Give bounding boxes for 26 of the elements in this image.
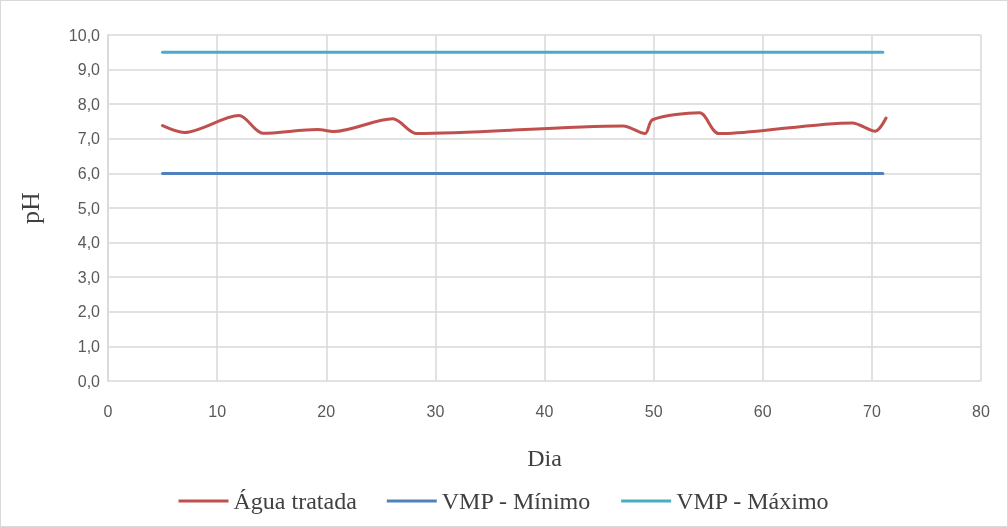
y-tick-label: 6,0 <box>77 164 101 182</box>
x-tick-label: 20 <box>317 402 336 420</box>
x-tick-label: 80 <box>972 402 990 420</box>
y-tick-label: 7,0 <box>77 130 101 148</box>
x-tick-label: 40 <box>535 402 554 420</box>
x-axis-title: Dia <box>527 445 563 471</box>
y-axis-title: pH <box>15 191 45 224</box>
y-tick-label: 1,0 <box>77 337 101 355</box>
x-tick-label: 30 <box>426 402 445 420</box>
x-tick-label: 70 <box>862 402 881 420</box>
line-series <box>161 111 888 136</box>
y-tick-label: 9,0 <box>77 61 101 79</box>
y-tick-label: 3,0 <box>77 268 101 286</box>
legend-label: Água tratada <box>233 488 358 514</box>
y-tick-label: 8,0 <box>77 95 101 113</box>
legend-label: VMP - Máximo <box>676 488 829 514</box>
x-tick-label: 60 <box>753 402 772 420</box>
y-tick-label: 0,0 <box>77 372 101 390</box>
y-tick-label: 2,0 <box>77 303 101 321</box>
legend-label: VMP - Mínimo <box>441 488 591 514</box>
x-tick-label: 50 <box>644 402 663 420</box>
y-tick-label: 10,0 <box>68 26 101 44</box>
y-tick-label: 4,0 <box>77 234 101 252</box>
x-tick-label: 10 <box>208 402 227 420</box>
y-tick-label: 5,0 <box>77 199 101 217</box>
x-tick-label: 0 <box>103 402 113 420</box>
